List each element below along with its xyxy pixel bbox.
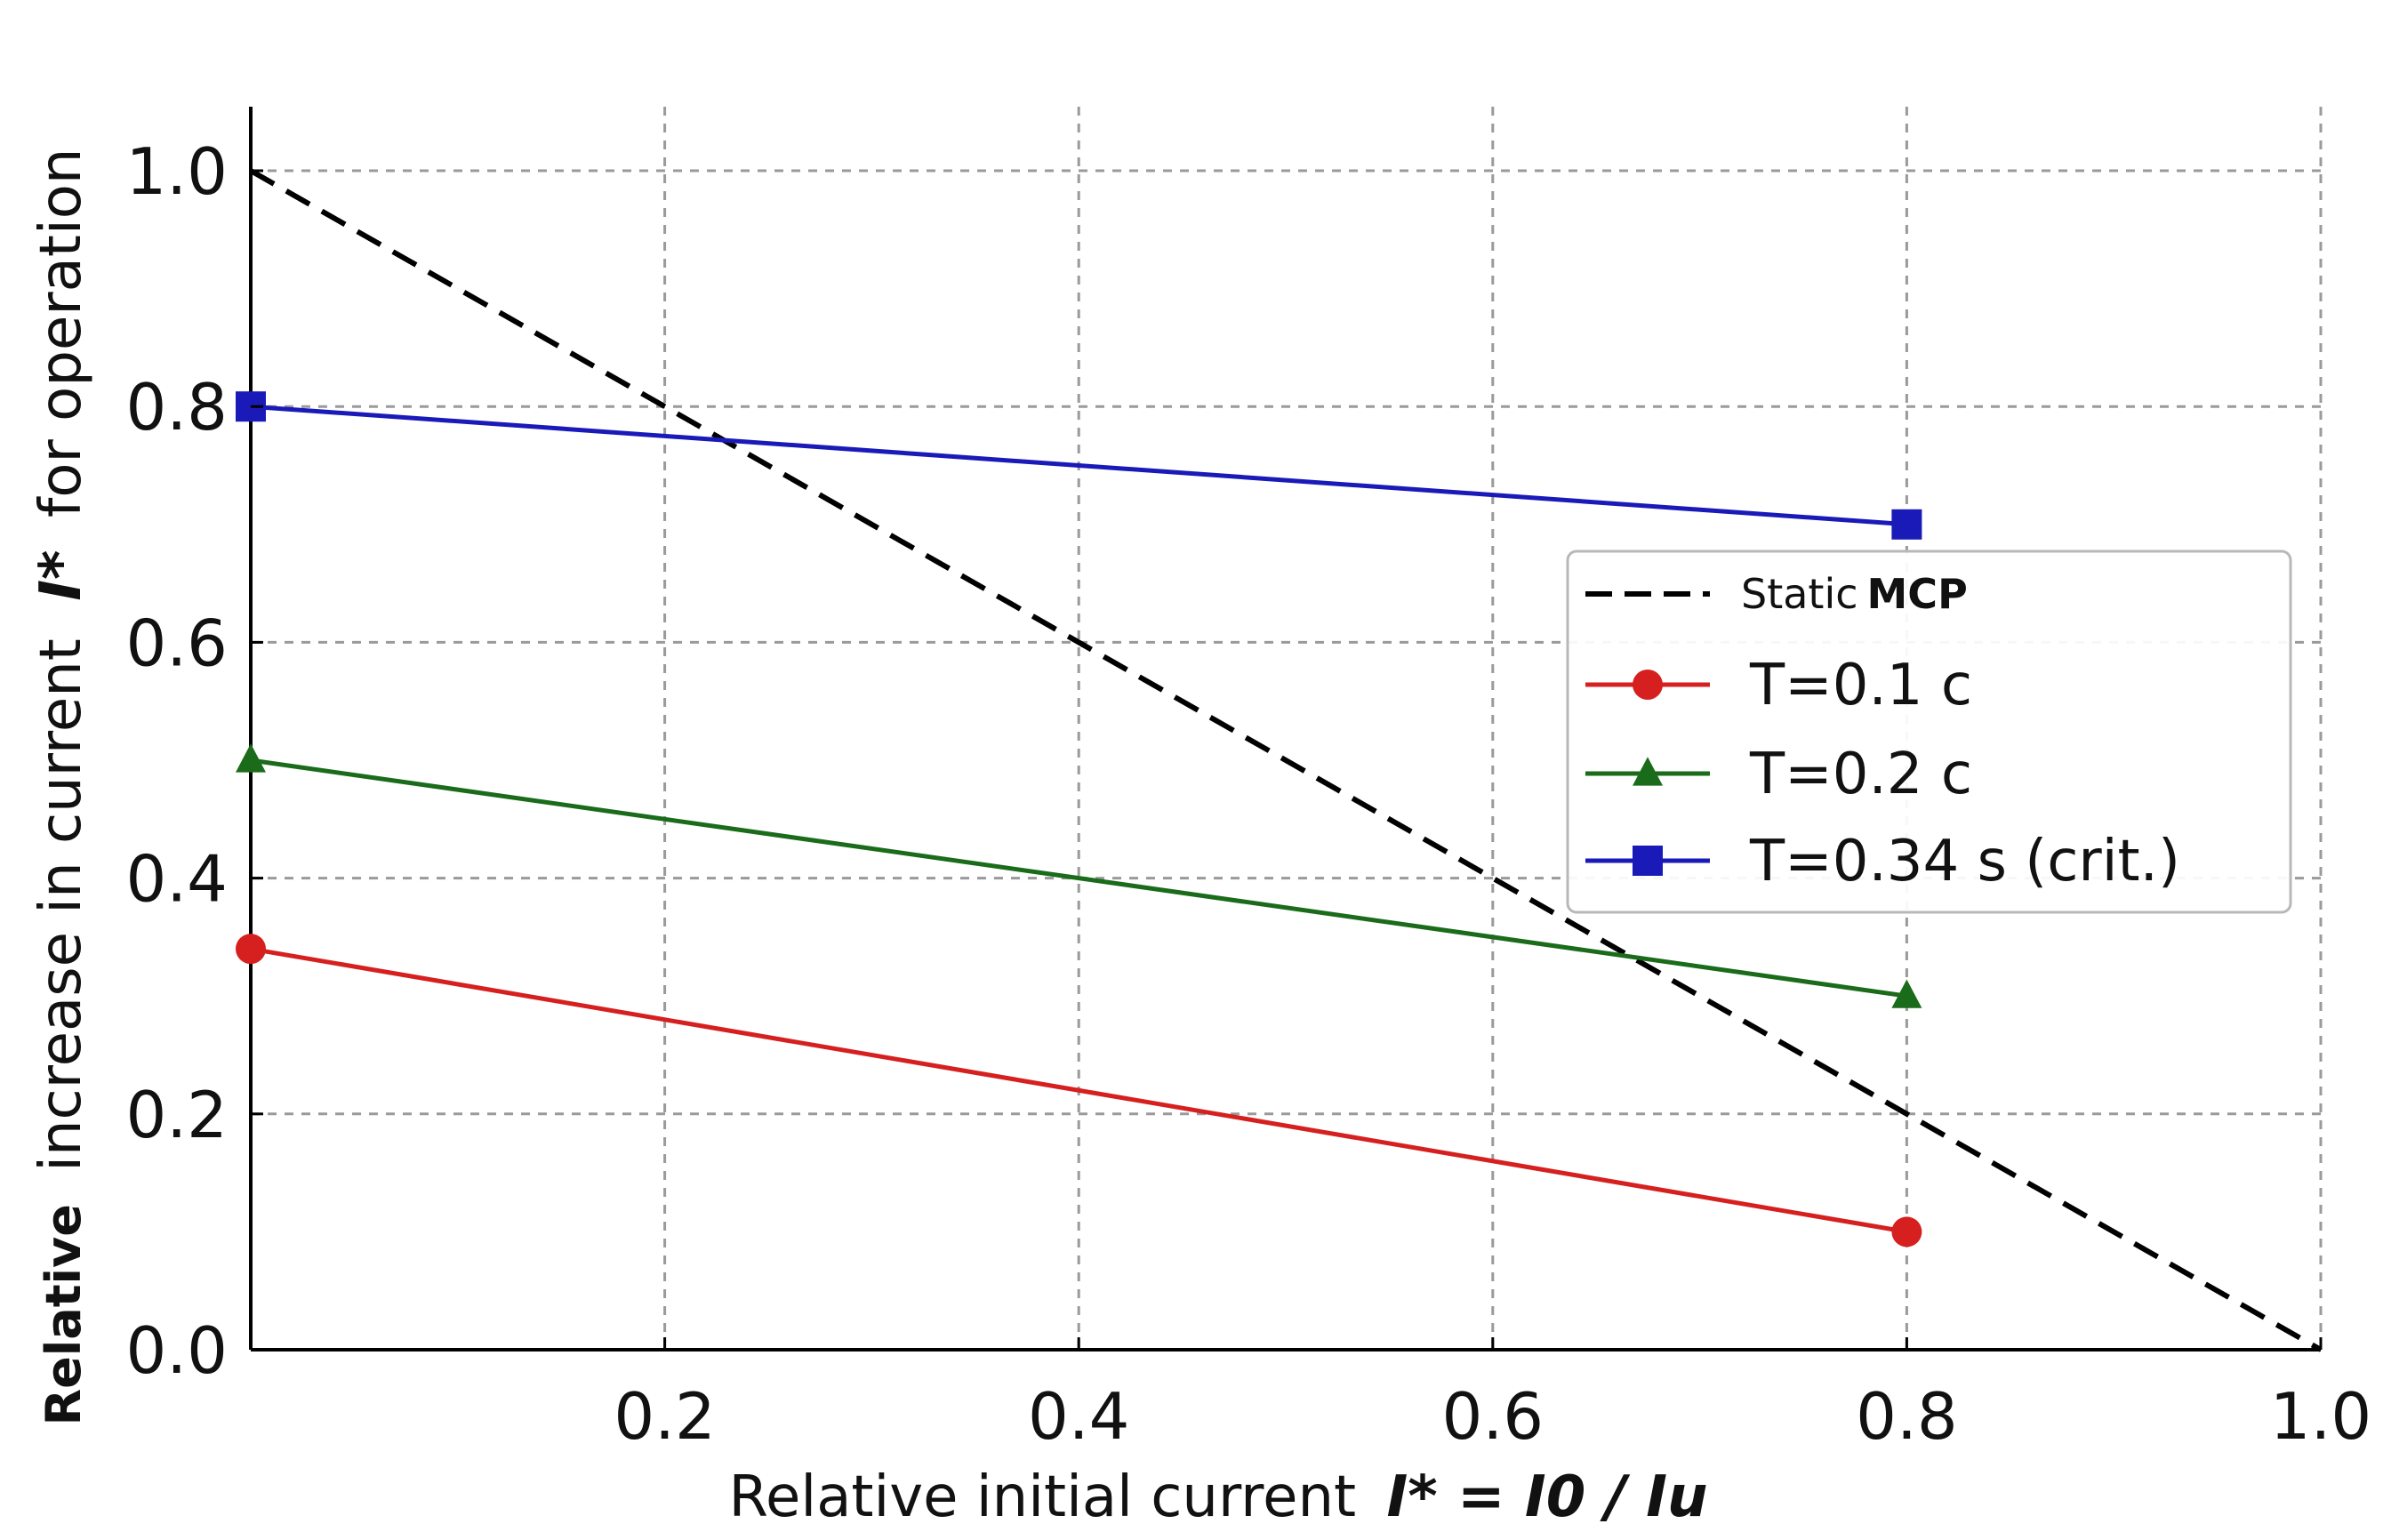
legend-label-1: T=0.1 c (1749, 653, 1972, 718)
x-tick-label: 0.4 (1028, 1379, 1130, 1454)
x-axis-label-math: I* = I0 / Iu (1386, 1464, 1707, 1530)
y-tick-label: 0.8 (125, 370, 228, 445)
data-point-1-0 (236, 934, 266, 965)
y-tick-label: 1.0 (125, 134, 228, 209)
axes (249, 107, 2321, 1352)
legend-label-2: T=0.2 c (1749, 742, 1972, 807)
y-axis-label-main: increase in current (28, 638, 94, 1172)
y-tick-label: 0.6 (125, 606, 228, 680)
y-axis-label-math: I* (28, 550, 94, 601)
series-line-1 (250, 946, 1907, 1234)
data-point-2-1 (1891, 979, 1922, 1008)
series-line-2 (250, 758, 1907, 999)
data-point-3-1 (1891, 509, 1922, 540)
y-axis-label-suffix: for operation (28, 148, 94, 518)
x-tick-label: 0.2 (614, 1379, 716, 1454)
legend-marker-2 (1633, 757, 1663, 786)
legend-marker-1 (1633, 670, 1663, 700)
y-axis-label: Relative increase in current I* for oper… (28, 148, 94, 1426)
x-tick-label: 1.0 (2270, 1379, 2372, 1454)
x-axis-label-text: Relative initial current (728, 1464, 1356, 1530)
legend-label-3: T=0.34 s (crit.) (1749, 829, 2180, 894)
x-tick-label: 0.8 (1856, 1379, 1958, 1454)
legend-label-0: Static MCP (1741, 570, 1968, 618)
x-tick-label: 0.6 (1442, 1379, 1545, 1454)
y-tick-label: 0.2 (125, 1078, 228, 1152)
y-tick-label: 0.4 (125, 842, 228, 917)
legend-box (1566, 549, 2292, 914)
data-point-2-0 (236, 743, 266, 773)
series-line-3 (250, 404, 1907, 527)
legend: Static MCP T=0.1 c T=0.2 c T=0.34 s (crit.) (1566, 549, 2292, 914)
y-tick-label: 0.0 (125, 1313, 228, 1388)
tick-labels: 0.2 0.4 0.6 0.8 1.0 0.0 0.2 0.4 0.6 0.8 1.0 (125, 134, 2371, 1454)
series-line-0 (249, 168, 2323, 1352)
legend-marker-3 (1633, 846, 1663, 876)
y-axis-label-prefix: Relative (36, 1204, 92, 1425)
data-point-1-1 (1891, 1216, 1922, 1247)
x-axis-label: Relative initial current I* = I0 / Iu (728, 1464, 1707, 1530)
